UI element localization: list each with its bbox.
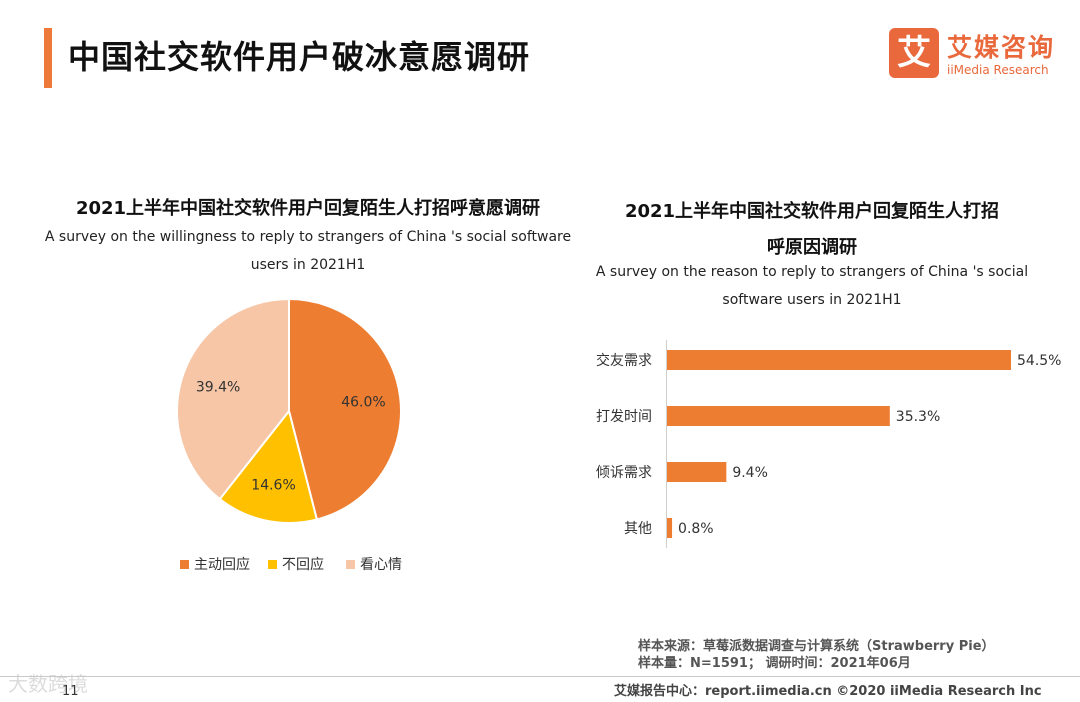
bar-chart-subtitle: A survey on the reason to reply to stran…	[572, 258, 1052, 314]
pie-chart-subtitle-line1: A survey on the willingness to reply to …	[44, 229, 572, 245]
bar-chart: 交友需求 54.5% 打发时间 35.3% 倾诉需求 9.4% 其他 0.8%	[596, 340, 1061, 548]
bar-2	[667, 462, 727, 482]
legend-swatch-0	[180, 560, 189, 569]
bar-chart-subtitle-line1: A survey on the reason to reply to stran…	[595, 264, 1029, 280]
bar-category-label-3: 其他	[624, 521, 652, 537]
bar-chart-title-line2: 呼原因调研	[767, 237, 857, 258]
bar-value-label-1: 35.3%	[896, 409, 940, 425]
bar-1	[667, 406, 890, 426]
pie-chart: 46.0% 14.6% 39.4% 主动回应 不回应 看心情	[176, 297, 402, 573]
legend-label-2: 看心情	[360, 557, 402, 573]
legend-label-0: 主动回应	[194, 556, 250, 573]
bar-chart-subtitle-line2: software users in 2021H1	[722, 292, 902, 308]
title-accent-bar	[44, 28, 52, 88]
footer-credit: 艾媒报告中心：report.iimedia.cn ©2020 iiMedia R…	[614, 684, 1042, 699]
logo-chinese-name: 艾媒咨询	[947, 33, 1056, 62]
bar-value-label-3: 0.8%	[678, 521, 714, 537]
pie-chart-subtitle-line2: users in 2021H1	[250, 257, 366, 273]
legend-swatch-2	[346, 560, 355, 569]
page-number: 11	[62, 684, 79, 699]
bar-chart-title-line1: 2021上半年中国社交软件用户回复陌生人打招	[624, 201, 1000, 222]
bar-category-label-1: 打发时间	[596, 408, 652, 425]
bar-category-label-0: 交友需求	[596, 352, 652, 369]
source-line-1: 样本来源：草莓派数据调查与计算系统（Strawberry Pie）	[638, 639, 995, 654]
pie-slice-2	[176, 297, 290, 501]
iimedia-logo: 艾 艾媒咨询 iiMedia Research	[889, 28, 1069, 84]
bar-value-label-2: 9.4%	[732, 465, 768, 481]
source-note: 样本来源：草莓派数据调查与计算系统（Strawberry Pie） 样本量：N=…	[638, 638, 995, 672]
source-line-2: 样本量：N=1591； 调研时间：2021年06月	[638, 656, 911, 671]
legend-swatch-1	[268, 560, 277, 569]
logo-mark: 艾	[889, 28, 939, 78]
pie-chart-title: 2021上半年中国社交软件用户回复陌生人打招呼意愿调研	[75, 198, 541, 219]
pie-label-0: 46.0%	[341, 395, 385, 411]
pie-slice-1	[218, 408, 319, 524]
pie-label-1: 14.6%	[251, 477, 295, 493]
bar-0	[667, 350, 1011, 370]
pie-label-2: 39.4%	[196, 379, 240, 395]
legend-label-1: 不回应	[282, 556, 324, 573]
page-title: 中国社交软件用户破冰意愿调研	[68, 38, 531, 76]
bar-category-label-2: 倾诉需求	[596, 465, 652, 481]
pie-chart-subtitle: A survey on the willingness to reply to …	[20, 223, 596, 279]
bar-3	[667, 518, 673, 538]
pie-slice-0	[288, 297, 402, 521]
logo-english-name: iiMedia Research	[947, 63, 1049, 77]
bar-value-label-0: 54.5%	[1017, 353, 1061, 369]
bar-chart-title: 2021上半年中国社交软件用户回复陌生人打招 呼原因调研	[572, 194, 1052, 266]
footer-divider	[0, 676, 1080, 677]
